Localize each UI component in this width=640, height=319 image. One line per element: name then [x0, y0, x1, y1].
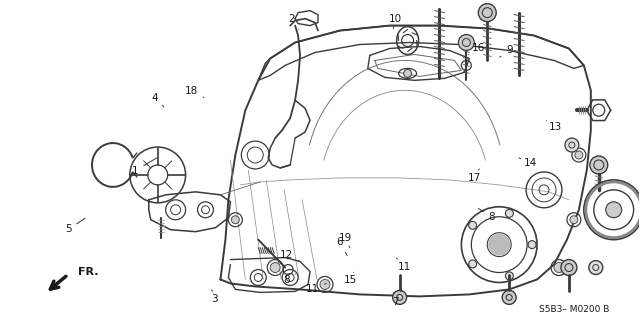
Text: 10: 10	[388, 14, 402, 29]
Text: 7: 7	[392, 293, 399, 308]
Circle shape	[270, 263, 280, 272]
Text: 12: 12	[280, 250, 299, 261]
Circle shape	[605, 202, 621, 218]
Text: 17: 17	[468, 169, 481, 183]
Text: 5: 5	[65, 218, 85, 234]
Circle shape	[488, 234, 510, 256]
Circle shape	[468, 260, 477, 268]
Text: 15: 15	[344, 272, 357, 285]
Text: S5B3– M0200 B: S5B3– M0200 B	[539, 305, 609, 314]
Text: 9: 9	[500, 45, 513, 57]
Circle shape	[232, 216, 239, 224]
Text: 4: 4	[151, 93, 164, 107]
Text: 18: 18	[185, 86, 204, 98]
Text: 8: 8	[479, 209, 495, 222]
Text: 11: 11	[396, 258, 411, 272]
Text: 8: 8	[284, 274, 296, 285]
Text: 1: 1	[132, 158, 157, 176]
Circle shape	[502, 290, 516, 304]
Circle shape	[478, 4, 496, 22]
Circle shape	[590, 156, 608, 174]
Circle shape	[468, 221, 477, 229]
Text: 13: 13	[546, 121, 563, 132]
Text: FR.: FR.	[78, 266, 99, 277]
Circle shape	[561, 260, 577, 276]
Circle shape	[404, 70, 412, 78]
Text: 6: 6	[336, 237, 348, 256]
Circle shape	[554, 263, 564, 272]
Text: 14: 14	[519, 158, 537, 168]
Text: 19: 19	[339, 233, 352, 248]
Circle shape	[565, 138, 579, 152]
Text: 16: 16	[468, 43, 484, 55]
Text: 3: 3	[212, 290, 218, 304]
Circle shape	[570, 216, 578, 224]
Circle shape	[506, 272, 513, 280]
Circle shape	[506, 209, 513, 217]
Circle shape	[589, 261, 603, 274]
Circle shape	[458, 34, 474, 50]
Circle shape	[528, 241, 536, 249]
Text: 11: 11	[306, 283, 326, 294]
Circle shape	[320, 279, 330, 289]
Circle shape	[575, 151, 583, 159]
Circle shape	[393, 290, 406, 304]
Text: 2: 2	[288, 14, 299, 29]
